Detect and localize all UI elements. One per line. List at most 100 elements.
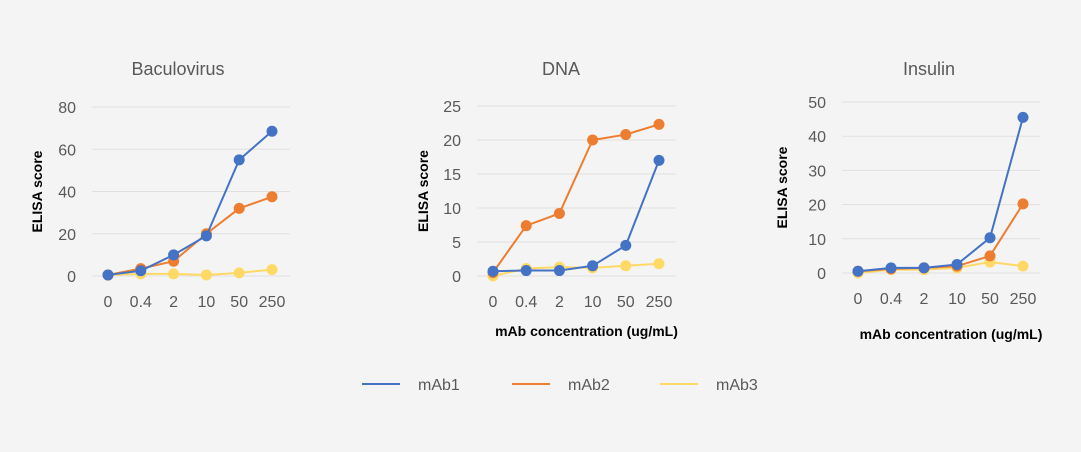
data-point-mAb1	[653, 154, 665, 166]
y-axis-label: ELISA score	[29, 150, 45, 232]
series-line-mAb1	[492, 160, 660, 273]
legend-label: mAb3	[716, 377, 758, 394]
y-tick-label: 0	[817, 266, 826, 283]
series-line-mAb2	[107, 195, 273, 276]
data-point-mAb1	[852, 265, 864, 277]
x-tick-label: 0.4	[130, 294, 152, 311]
series-mAb2	[852, 198, 1029, 277]
data-point-mAb1	[1017, 111, 1029, 123]
data-point-mAb1	[135, 265, 147, 277]
data-point-mAb1	[918, 262, 930, 274]
x-tick-label: 50	[617, 294, 635, 311]
data-point-mAb3	[200, 269, 212, 281]
x-tick-label: 10	[948, 291, 966, 308]
x-tick-label: 0.4	[515, 294, 537, 311]
series-mAb1	[852, 111, 1029, 277]
x-tick-label: 10	[584, 294, 602, 311]
x-tick-label: 2	[920, 291, 929, 308]
series-line-mAb2	[857, 203, 1024, 273]
chart-panel-insulin: Insulin 0 10 20 30 40 50 0 0.4 2 10 50 250 ELISA scor…	[774, 59, 1042, 342]
series-line-mAb1	[857, 117, 1024, 273]
data-point-mAb1	[266, 125, 278, 137]
data-point-mAb1	[553, 265, 565, 277]
data-point-mAb1	[885, 262, 897, 274]
legend-item-mAb1: mAb1	[362, 377, 460, 394]
data-point-mAb2	[587, 134, 599, 146]
data-point-mAb3	[1017, 260, 1029, 272]
series-mAb2	[102, 191, 278, 281]
y-tick-label: 50	[808, 95, 826, 112]
x-tick-label: 0	[854, 291, 863, 308]
series-mAb3	[102, 264, 278, 281]
y-tick-label: 10	[443, 201, 461, 218]
y-tick-label: 10	[808, 232, 826, 249]
legend-label: mAb2	[568, 377, 610, 394]
legend-item-mAb2: mAb2	[512, 377, 610, 394]
data-point-mAb1	[587, 260, 599, 272]
data-point-mAb1	[102, 269, 114, 281]
y-tick-label: 20	[58, 227, 76, 244]
chart-title: Baculovirus	[131, 59, 224, 79]
chart-title: DNA	[542, 59, 580, 79]
data-point-mAb3	[168, 268, 180, 280]
y-tick-label: 40	[58, 185, 76, 202]
legend-label: mAb1	[418, 377, 460, 394]
y-axis-label: ELISA score	[415, 150, 431, 232]
x-tick-label: 0.4	[880, 291, 902, 308]
y-tick-label: 30	[808, 163, 826, 180]
x-tick-label: 250	[646, 294, 673, 311]
data-point-mAb2	[266, 191, 278, 203]
y-tick-label: 60	[58, 142, 76, 159]
data-point-mAb1	[233, 154, 245, 166]
legend-item-mAb3: mAb3	[660, 377, 758, 394]
data-point-mAb1	[200, 230, 212, 242]
x-tick-label: 50	[981, 291, 999, 308]
legend: mAb1 mAb2 mAb3	[362, 377, 758, 394]
data-point-mAb1	[951, 258, 963, 270]
data-point-mAb2	[620, 129, 632, 141]
y-tick-label: 0	[452, 269, 461, 286]
y-tick-label: 20	[808, 198, 826, 215]
x-tick-label: 2	[555, 294, 564, 311]
y-tick-label: 80	[58, 100, 76, 117]
y-axis-label: ELISA score	[774, 146, 790, 228]
data-point-mAb3	[233, 267, 245, 279]
data-point-mAb1	[520, 265, 532, 277]
x-axis-label: mAb concentration (ug/mL)	[860, 326, 1043, 342]
data-point-mAb3	[620, 260, 632, 272]
x-tick-label: 2	[169, 294, 178, 311]
chart-title: Insulin	[903, 59, 955, 79]
data-point-mAb2	[653, 118, 665, 130]
data-point-mAb1	[168, 249, 180, 261]
x-tick-label: 50	[230, 294, 248, 311]
y-tick-label: 15	[443, 167, 461, 184]
x-tick-label: 250	[259, 294, 286, 311]
data-point-mAb1	[984, 232, 996, 244]
data-point-mAb3	[266, 264, 278, 276]
data-point-mAb2	[553, 207, 565, 219]
data-point-mAb1	[620, 239, 632, 251]
x-tick-label: 0	[104, 294, 113, 311]
x-tick-label: 250	[1010, 291, 1037, 308]
y-tick-label: 20	[443, 133, 461, 150]
data-point-mAb3	[653, 258, 665, 270]
y-tick-label: 0	[67, 269, 76, 286]
series-mAb2	[487, 118, 665, 279]
data-point-mAb2	[233, 202, 245, 214]
series-mAb1	[102, 125, 278, 281]
x-tick-label: 10	[198, 294, 216, 311]
data-point-mAb1	[487, 265, 499, 277]
y-tick-label: 25	[443, 99, 461, 116]
series-line-mAb2	[492, 123, 660, 274]
data-point-mAb2	[520, 220, 532, 232]
data-point-mAb2	[1017, 198, 1029, 210]
chart-panel-baculovirus: Baculovirus 0 20 40 60 80 0 0.4 2 10 50 250 ELISA sc…	[29, 59, 290, 311]
x-tick-label: 0	[489, 294, 498, 311]
y-tick-label: 40	[808, 129, 826, 146]
data-point-mAb2	[984, 250, 996, 262]
x-axis-label: mAb concentration (ug/mL)	[495, 323, 678, 339]
series-mAb1	[487, 154, 665, 277]
series-line-mAb1	[107, 130, 273, 276]
